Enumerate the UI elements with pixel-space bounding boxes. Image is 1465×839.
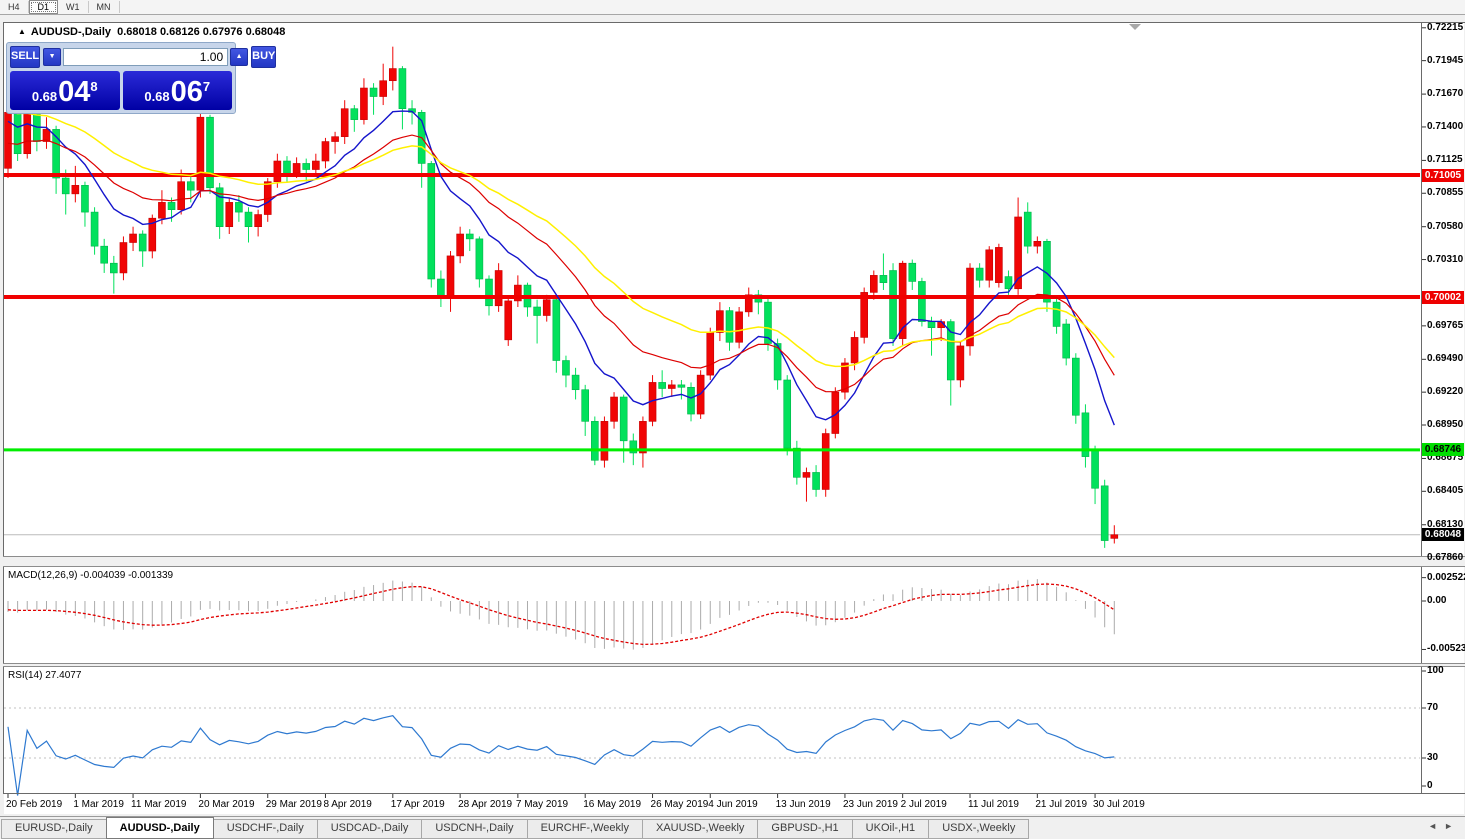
chart-tab-usdx-weekly[interactable]: USDX-,Weekly bbox=[928, 819, 1030, 839]
volume-decrease-button[interactable]: ▼ bbox=[43, 48, 62, 66]
chart-tab-usdcad-daily[interactable]: USDCAD-,Daily bbox=[316, 819, 423, 839]
volume-input[interactable] bbox=[63, 48, 229, 66]
tab-scroll-arrows: ◄► bbox=[1428, 821, 1460, 831]
timeframe-toolbar: H4 D1 W1 MN bbox=[0, 0, 1465, 15]
rsi-pane[interactable] bbox=[4, 667, 1464, 793]
sell-button[interactable]: SELL bbox=[10, 46, 41, 68]
buy-button[interactable]: BUY bbox=[251, 46, 277, 68]
chart-tab-ukoil-h1[interactable]: UKOil-,H1 bbox=[851, 819, 930, 839]
timeframe-button-MN[interactable]: MN bbox=[89, 1, 120, 13]
macd-pane-divider[interactable] bbox=[3, 556, 1465, 567]
chart-tab-usdcnh-daily[interactable]: USDCNH-,Daily bbox=[421, 819, 528, 839]
buy-price-display[interactable]: 0.68 06 7 bbox=[122, 71, 232, 110]
chart-tab-audusd-daily[interactable]: AUDUSD-,Daily bbox=[105, 817, 214, 839]
buy-price-big: 06 bbox=[170, 76, 203, 108]
chart-tab-xauusd-weekly[interactable]: XAUUSD-,Weekly bbox=[641, 819, 759, 839]
macd-pane[interactable] bbox=[4, 567, 1464, 663]
buy-price-pip: 7 bbox=[202, 79, 211, 94]
window-bottom-border bbox=[3, 793, 1465, 794]
tab-scroll-left-icon[interactable]: ◄ bbox=[1428, 821, 1445, 831]
sell-price-prefix: 0.68 bbox=[31, 89, 58, 104]
tab-scroll-right-icon[interactable]: ► bbox=[1444, 821, 1460, 831]
window-left-border bbox=[3, 22, 4, 794]
sell-price-display[interactable]: 0.68 04 8 bbox=[10, 71, 120, 110]
rsi-pane-divider[interactable] bbox=[3, 663, 1465, 667]
date-axis-strip bbox=[4, 794, 1464, 814]
timeframe-button-W1[interactable]: W1 bbox=[58, 1, 89, 13]
window-top-border bbox=[3, 22, 1465, 23]
sell-price-pip: 8 bbox=[90, 79, 98, 94]
axis-separator-line bbox=[1421, 23, 1422, 793]
volume-increase-button[interactable]: ▲ bbox=[230, 48, 249, 66]
tab-strip-border bbox=[0, 816, 1465, 817]
sell-price-big: 04 bbox=[58, 76, 91, 108]
chart-tab-usdchf-daily[interactable]: USDCHF-,Daily bbox=[212, 819, 318, 839]
chart-tab-strip: EURUSD-,Daily AUDUSD-,Daily USDCHF-,Daily U… bbox=[1, 817, 1030, 839]
chart-tab-eurusd-daily[interactable]: EURUSD-,Daily bbox=[1, 819, 107, 839]
chart-tab-eurchf-weekly[interactable]: EURCHF-,Weekly bbox=[526, 819, 643, 839]
buy-price-prefix: 0.68 bbox=[144, 89, 170, 104]
timeframe-button-H4[interactable]: H4 bbox=[0, 1, 29, 13]
chart-tab-gbpusd-h1[interactable]: GBPUSD-,H1 bbox=[757, 819, 853, 839]
timeframe-button-D1[interactable]: D1 bbox=[28, 0, 59, 14]
